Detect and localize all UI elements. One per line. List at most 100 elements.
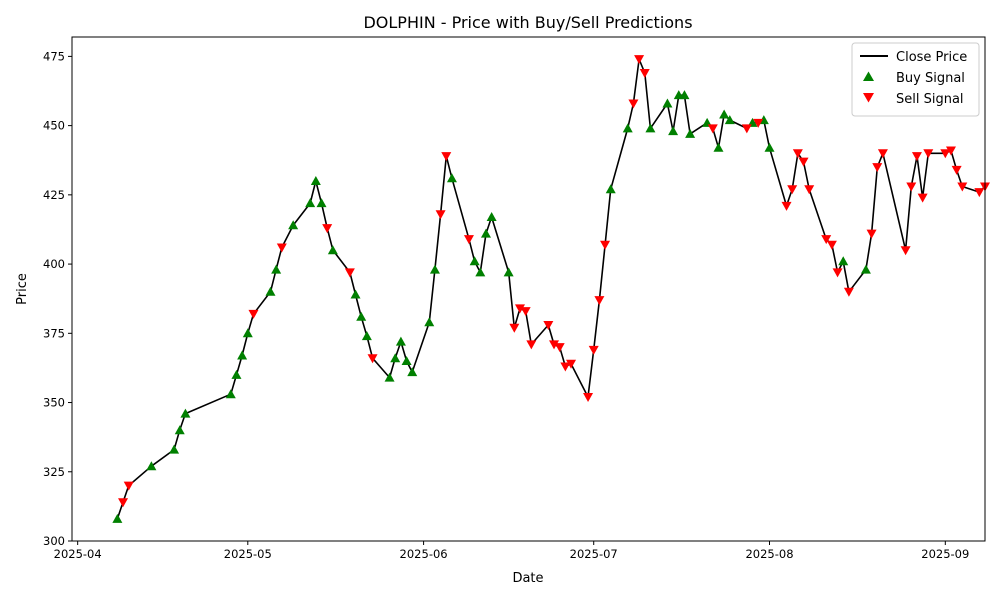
- buy-signal-marker: [469, 256, 480, 266]
- y-axis: 300 325 350 375 400 425 450 475: [43, 49, 72, 548]
- sell-signal-marker: [322, 224, 333, 234]
- sell-signal-marker: [509, 323, 520, 333]
- sell-signal-marker: [974, 188, 985, 198]
- sell-signal-marker: [566, 359, 577, 369]
- buy-signal-marker: [112, 513, 123, 523]
- buy-signal-marker: [237, 350, 248, 360]
- buy-signal-marker: [401, 356, 412, 365]
- buy-signal-marker: [685, 128, 696, 138]
- buy-signal-marker: [662, 98, 673, 108]
- sell-signal-marker: [560, 362, 571, 372]
- buy-signal-marker: [713, 142, 724, 152]
- sell-signal-marker: [753, 118, 764, 128]
- sell-signal-marker: [549, 340, 560, 350]
- legend: Close Price Buy Signal Sell Signal: [851, 42, 980, 117]
- sell-signal-marker: [441, 152, 452, 162]
- sell-signal-marker: [344, 268, 355, 278]
- sell-signal-marker: [781, 201, 792, 211]
- sell-signal-marker: [554, 343, 565, 353]
- sell-signal-marker: [906, 182, 917, 192]
- y-tick-label: 350: [43, 396, 65, 410]
- sell-signal-marker: [543, 321, 554, 330]
- y-tick-label: 450: [43, 119, 65, 133]
- sell-signal-marker: [118, 498, 129, 508]
- buy-signal-marker: [645, 123, 656, 133]
- sell-signal-marker: [463, 235, 474, 245]
- buy-signal-marker: [146, 461, 157, 471]
- x-tick-label: 2025-09: [921, 547, 969, 561]
- sell-signal-marker: [634, 55, 645, 65]
- buy-signal-marker: [169, 444, 180, 454]
- y-tick-label: 300: [43, 534, 65, 548]
- x-tick-label: 2025-08: [745, 547, 793, 561]
- buy-signal-marker: [288, 220, 299, 230]
- buy-signal-marker: [424, 317, 435, 327]
- buy-signal-marker: [174, 425, 185, 435]
- buy-signal-marker: [356, 311, 367, 321]
- buy-signal-marker: [407, 367, 418, 377]
- x-axis-label: Date: [512, 571, 543, 586]
- buy-signal-marker: [838, 256, 849, 266]
- sell-signal-marker: [900, 246, 911, 256]
- x-tick-label: 2025-04: [54, 547, 102, 561]
- sell-signal-marker: [843, 287, 854, 297]
- y-axis-label: Price: [15, 273, 30, 305]
- buy-signal-marker: [764, 142, 775, 152]
- legend-label-close: Close Price: [896, 50, 967, 65]
- sell-signal-marker: [741, 124, 752, 134]
- legend-box: [851, 42, 980, 117]
- sell-signal-marker: [804, 185, 815, 195]
- sell-signal-marker: [583, 393, 594, 402]
- buy-signal-marker: [429, 264, 440, 274]
- sell-signal-marker: [248, 309, 259, 319]
- sell-signal-marker: [526, 340, 537, 350]
- buy-signal-marker: [310, 176, 321, 185]
- sell-signal-marker: [911, 152, 922, 162]
- sell-signal-marker: [787, 185, 798, 195]
- buy-signal-marker: [668, 126, 679, 136]
- sell-signal-marker: [123, 481, 134, 491]
- buy-signal-marker: [305, 198, 316, 208]
- y-tick-label: 325: [43, 465, 65, 479]
- buy-signal-marker: [390, 353, 401, 363]
- buy-signal-marker: [724, 115, 735, 125]
- sell-signal-marker: [628, 99, 639, 109]
- sell-signal-marker: [435, 210, 446, 220]
- legend-buy-swatch: [863, 71, 874, 81]
- buy-signal-marker: [225, 389, 236, 399]
- buy-signal-marker: [361, 331, 372, 341]
- buy-signal-marker: [327, 245, 338, 255]
- sell-signal-marker: [923, 149, 934, 159]
- buy-signal-marker: [231, 369, 242, 379]
- buy-signal-marker: [316, 198, 327, 208]
- buy-signal-marker: [395, 336, 406, 346]
- y-tick-label: 400: [43, 257, 65, 271]
- x-tick-label: 2025-07: [570, 547, 618, 561]
- buy-signal-marker: [503, 267, 514, 277]
- buy-signal-marker: [446, 173, 457, 183]
- sell-signal-marker: [957, 182, 968, 192]
- buy-signal-marker: [475, 267, 486, 277]
- sell-signal-marker: [798, 157, 809, 167]
- legend-label-buy: Buy Signal: [896, 71, 965, 86]
- sell-signal-marker: [951, 165, 962, 175]
- sell-signal-marker: [877, 149, 888, 159]
- chart-title: DOLPHIN - Price with Buy/Sell Prediction…: [363, 13, 692, 32]
- x-tick-label: 2025-06: [400, 547, 448, 561]
- sell-signal-marker: [940, 149, 951, 159]
- sell-signal-marker: [832, 268, 843, 278]
- buy-signal-marker: [265, 286, 276, 296]
- x-axis: 2025-04 2025-05 2025-06 2025-07 2025-08 2025-…: [54, 541, 969, 561]
- sell-signal-marker: [821, 235, 832, 245]
- sell-signal-marker: [600, 240, 611, 250]
- buy-signal-marker: [679, 90, 690, 100]
- x-tick-label: 2025-05: [224, 547, 272, 561]
- y-tick-label: 475: [43, 49, 65, 63]
- y-tick-label: 425: [43, 188, 65, 202]
- buy-signal-marker: [486, 212, 497, 221]
- y-tick-label: 375: [43, 326, 65, 340]
- sell-signal-marker: [588, 345, 599, 355]
- sell-signal-marker: [917, 193, 928, 203]
- buy-signal-marker: [480, 228, 491, 238]
